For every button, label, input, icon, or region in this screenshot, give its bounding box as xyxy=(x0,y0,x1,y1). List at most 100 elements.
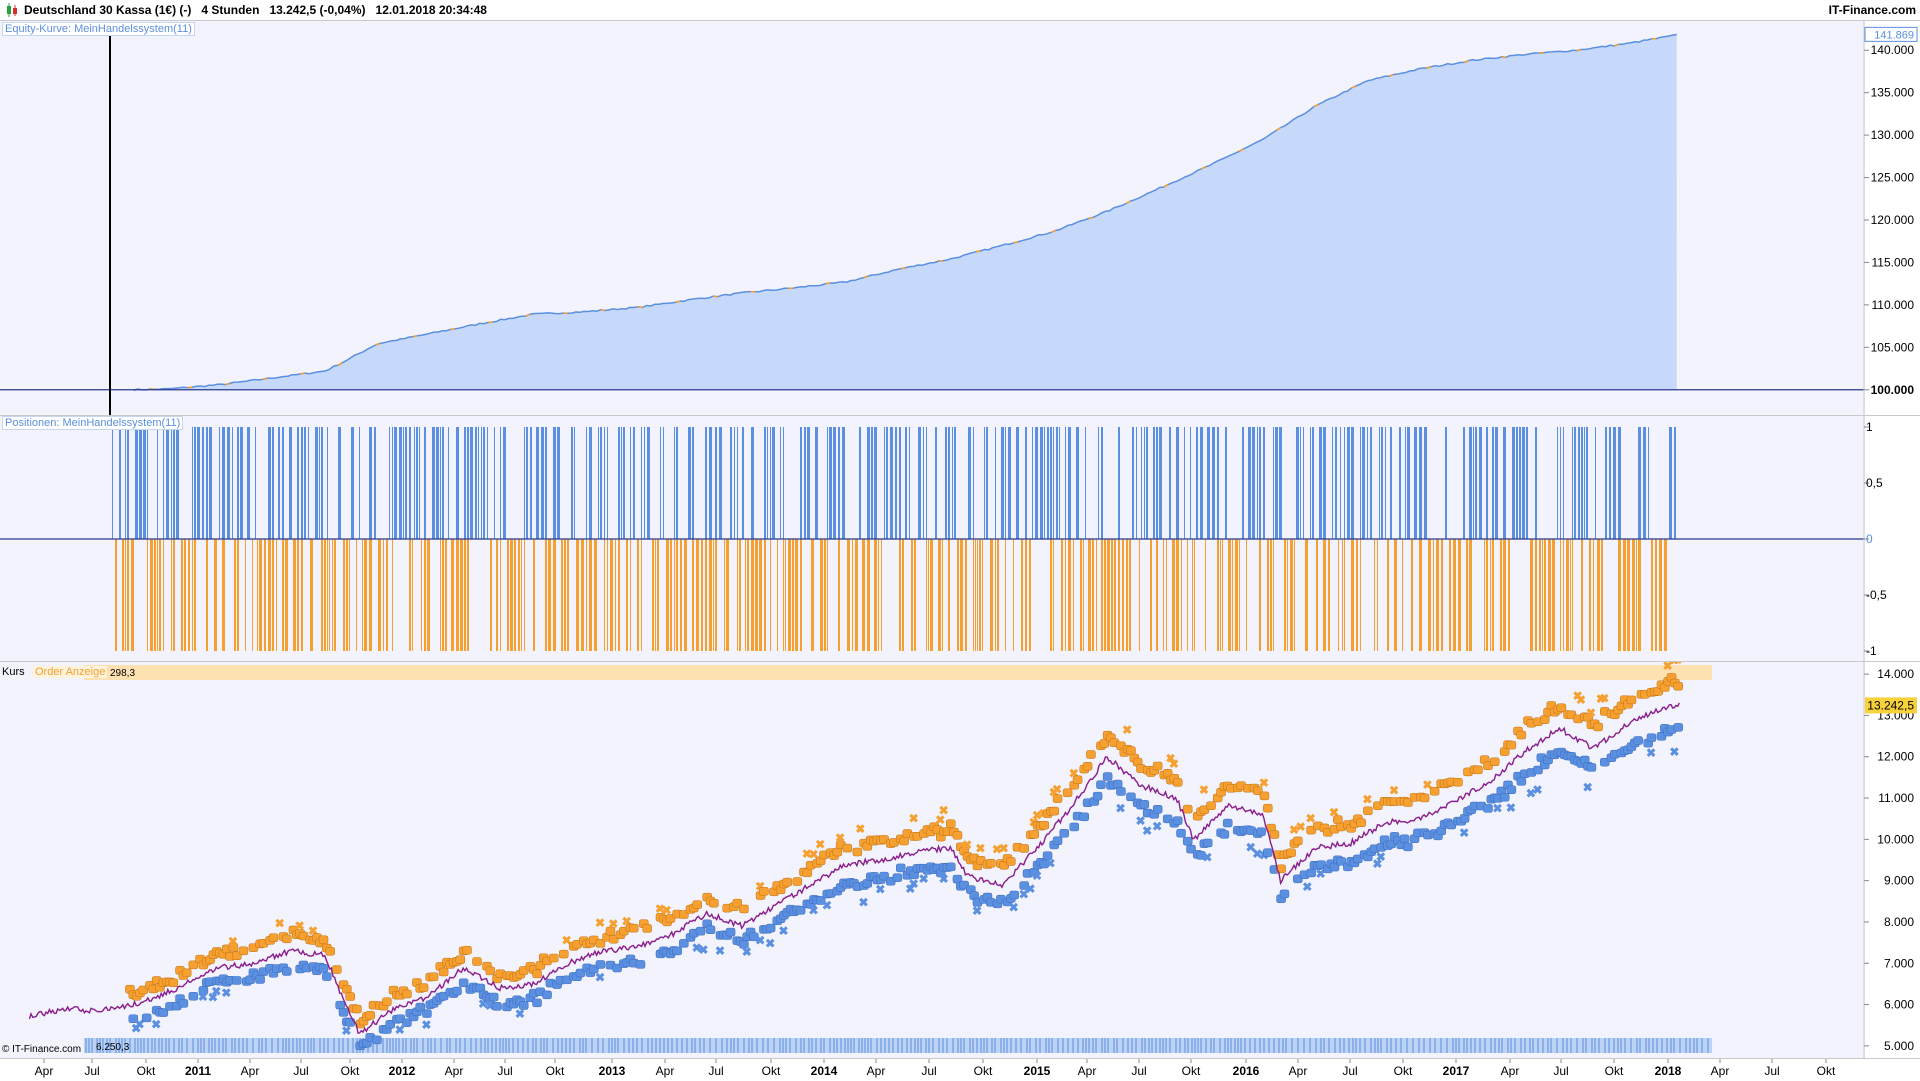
position-bar-long xyxy=(984,427,985,539)
position-bar-long xyxy=(315,427,318,539)
position-bar-long xyxy=(767,427,768,539)
order-exit-marker: ✖ xyxy=(295,919,305,933)
order-exit-marker: ✖ xyxy=(1576,693,1586,707)
position-bar-long xyxy=(895,427,897,539)
order-marker-buy xyxy=(1674,723,1683,731)
position-bar-long xyxy=(1016,427,1019,539)
position-bar-short xyxy=(442,539,444,651)
position-bar-short xyxy=(637,539,639,651)
order-exit-marker: ✖ xyxy=(1506,801,1516,815)
position-bar-short xyxy=(159,539,161,651)
order-exit-marker: ✖ xyxy=(778,924,788,938)
order-exit-marker: ✖ xyxy=(755,933,765,947)
order-exit-marker: ✖ xyxy=(1362,793,1372,807)
order-marker-buy xyxy=(489,993,498,1001)
position-bar-short xyxy=(1441,539,1443,651)
position-bar-long xyxy=(1263,427,1265,539)
position-bar-short xyxy=(456,539,459,651)
position-bar-short xyxy=(1636,539,1637,651)
order-marker-buy xyxy=(1177,829,1186,837)
position-bar-short xyxy=(285,539,288,651)
position-bar-long xyxy=(1248,427,1251,539)
order-marker-sell xyxy=(352,1005,361,1013)
price-panel[interactable]: ✖✖✖✖✖✖✖✖✖✖✖✖✖✖✖✖✖✖✖✖✖✖✖✖✖✖✖✖✖✖✖✖✖✖✖✖✖✖✖✖… xyxy=(0,662,1920,1058)
order-marker-buy xyxy=(896,864,905,872)
position-bar-short xyxy=(770,539,771,651)
position-bar-short xyxy=(701,539,703,651)
position-bar-long xyxy=(918,427,921,539)
order-marker-sell xyxy=(456,956,465,964)
position-bar-long xyxy=(1144,427,1145,539)
position-bar-short xyxy=(827,539,828,651)
position-bar-long xyxy=(247,427,250,539)
position-bar-long xyxy=(874,427,877,539)
order-marker-sell xyxy=(326,947,335,955)
position-bar-long xyxy=(1399,427,1401,539)
x-tick-label: Okt xyxy=(341,1064,360,1078)
positions-panel-label[interactable]: Positionen: MeinHandelssystem(11) xyxy=(2,416,183,430)
price-y-tick-label: 10.000 xyxy=(1877,832,1914,846)
position-bar-short xyxy=(1068,539,1071,651)
top-strip-value: 298,3 xyxy=(110,668,135,679)
position-bar-short xyxy=(615,539,616,651)
position-bar-short xyxy=(412,539,413,651)
position-bar-long xyxy=(1475,427,1477,539)
position-bar-long xyxy=(647,427,650,539)
equity-panel-label[interactable]: Equity-Kurve: MeinHandelssystem(11) xyxy=(2,22,195,36)
position-bar-long xyxy=(719,427,722,539)
position-bar-long xyxy=(1259,427,1261,539)
position-bar-long xyxy=(618,427,620,539)
position-bar-long xyxy=(1351,427,1354,539)
position-bar-long xyxy=(804,427,806,539)
positions-chart: 10,50-0,5-1 xyxy=(0,416,1920,661)
brand-label: IT-Finance.com xyxy=(1829,3,1916,17)
position-bar-short xyxy=(586,539,587,651)
position-bar-short xyxy=(163,539,164,651)
order-exit-marker: ✖ xyxy=(975,841,985,855)
order-marker-sell xyxy=(342,985,351,993)
order-marker-sell xyxy=(1063,789,1072,797)
position-bar-long xyxy=(440,427,441,539)
kurs-label: Kurs xyxy=(2,666,25,678)
timeframe[interactable]: 4 Stunden xyxy=(201,3,259,17)
position-bar-long xyxy=(1379,427,1380,539)
position-bar-long xyxy=(1257,427,1258,539)
bottom-strip-value: 6.250,3 xyxy=(96,1042,129,1053)
order-exit-marker: ✖ xyxy=(962,838,972,852)
position-bar-long xyxy=(1279,427,1282,539)
order-marker-sell xyxy=(1030,830,1039,838)
order-marker-sell xyxy=(472,958,481,966)
position-bar-long xyxy=(1405,427,1406,539)
x-tick-label: 2011 xyxy=(185,1064,211,1078)
position-bar-short xyxy=(666,539,669,651)
position-bar-long xyxy=(1156,427,1158,539)
order-marker-buy xyxy=(946,863,955,871)
position-bar-short xyxy=(928,539,929,651)
order-marker-buy xyxy=(1587,763,1596,771)
position-bar-long xyxy=(456,427,459,539)
position-bar-short xyxy=(521,539,522,651)
order-exit-marker: ✖ xyxy=(765,937,775,951)
position-bar-short xyxy=(1111,539,1113,651)
position-bar-long xyxy=(1050,427,1052,539)
position-bar-long xyxy=(995,427,996,539)
position-bar-short xyxy=(1050,539,1052,651)
position-bar-long xyxy=(1169,427,1171,539)
order-marker-sell xyxy=(182,969,191,977)
position-bar-short xyxy=(464,539,466,651)
position-bar-long xyxy=(607,427,608,539)
order-marker-sell xyxy=(1627,696,1636,704)
position-bar-long xyxy=(1141,427,1142,539)
position-bar-short xyxy=(788,539,791,651)
position-bar-long xyxy=(1463,427,1465,539)
order-anzeige-label[interactable]: Order Anzeige xyxy=(33,666,107,678)
position-bar-short xyxy=(1632,539,1635,651)
position-bar-long xyxy=(143,427,146,539)
position-bar-short xyxy=(676,539,678,651)
position-bar-short xyxy=(1290,539,1293,651)
position-bar-long xyxy=(1419,427,1422,539)
x-tick-label: Okt xyxy=(762,1064,781,1078)
